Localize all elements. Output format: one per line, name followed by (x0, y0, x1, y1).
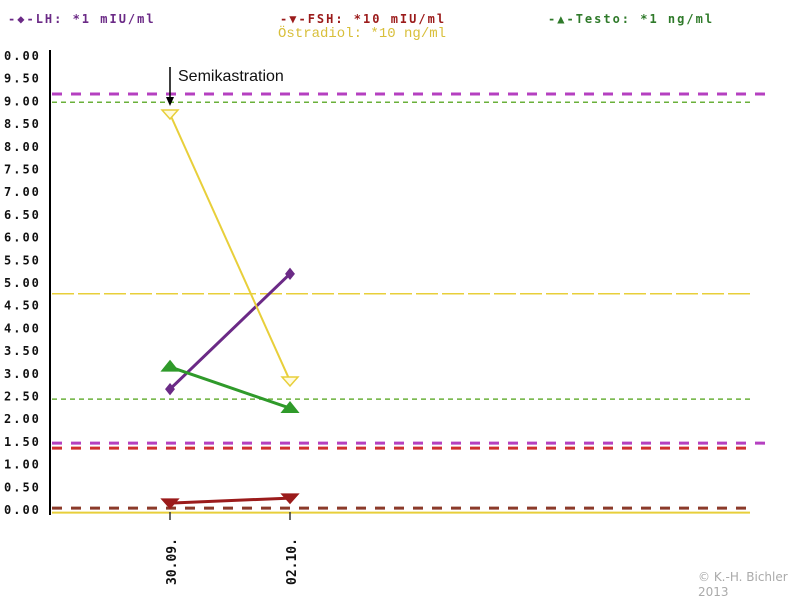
copyright-line2: 2013 (698, 585, 729, 599)
series-stradiol (160, 109, 300, 388)
legend-fsh: -▼-FSH: *10 mIU/ml (280, 12, 446, 26)
y-tick-label: 2.00 (4, 412, 41, 426)
y-tick-label: 1.50 (4, 435, 41, 449)
y-tick-label: 4.00 (4, 321, 41, 335)
y-tick-label: 0.00 (4, 49, 41, 63)
y-tick-label: 7.50 (4, 163, 41, 177)
data-point-triangle-down-open (280, 376, 300, 388)
legend-oestradiol-label: Östradiol: *10 ng/ml (278, 26, 447, 42)
series-line (169, 496, 291, 505)
data-point-triangle-up (280, 401, 300, 413)
y-tick-label: 8.50 (4, 117, 41, 131)
y-tick-label: 3.00 (4, 367, 41, 381)
data-point-triangle-down (160, 498, 180, 510)
data-point-triangle-down-open (160, 109, 180, 121)
x-tick-label: 30.09. (165, 538, 180, 585)
series-line (169, 113, 291, 382)
data-point-triangle-up (160, 359, 180, 372)
arrow-head-icon (166, 97, 174, 106)
series-line (168, 272, 292, 391)
y-tick-label: 7.00 (4, 185, 41, 199)
x-tick-label: 02.10. (285, 538, 300, 585)
annotation-label: Semikastration (178, 68, 284, 85)
series-line (169, 365, 291, 410)
y-tick-label: 2.50 (4, 390, 41, 404)
y-tick-label: 8.00 (4, 140, 41, 154)
legend-lh: -◆-LH: *1 mIU/ml (8, 12, 156, 26)
y-tick-label: 0.00 (4, 503, 41, 517)
y-tick-label: 9.50 (4, 72, 41, 86)
data-point-diamond (165, 382, 175, 396)
series-fsh (160, 493, 300, 510)
y-tick-label: 5.00 (4, 276, 41, 290)
diamond-icon: -◆- (8, 12, 36, 26)
y-tick-label: 9.00 (4, 94, 41, 108)
legend-oestradiol: Östradiol: *10 ng/ml (278, 26, 446, 42)
triangle-down-icon: -▼- (280, 12, 308, 26)
y-tick-label: 0.50 (4, 480, 41, 494)
y-tick-label: 6.00 (4, 231, 41, 245)
series-lh (165, 267, 295, 396)
legend-testo-label: Testo: *1 ng/ml (575, 12, 715, 26)
copyright-line1: © K.-H. Bichler (698, 570, 788, 584)
copyright: © K.-H. Bichler 2013 (698, 570, 797, 600)
data-point-diamond (285, 267, 295, 281)
y-tick-label: 4.50 (4, 299, 41, 313)
legend-fsh-label: FSH: *10 mIU/ml (307, 12, 447, 26)
legend-testo: -▲-Testo: *1 ng/ml (548, 12, 714, 26)
triangle-up-icon: -▲- (548, 12, 576, 26)
legend-lh-label: LH: *1 mIU/ml (35, 12, 156, 26)
y-tick-label: 3.50 (4, 344, 41, 358)
data-point-triangle-down (280, 493, 300, 505)
y-tick-label: 5.50 (4, 253, 41, 267)
y-tick-label: 6.50 (4, 208, 41, 222)
series-testo (160, 359, 300, 413)
y-tick-label: 1.00 (4, 458, 41, 472)
